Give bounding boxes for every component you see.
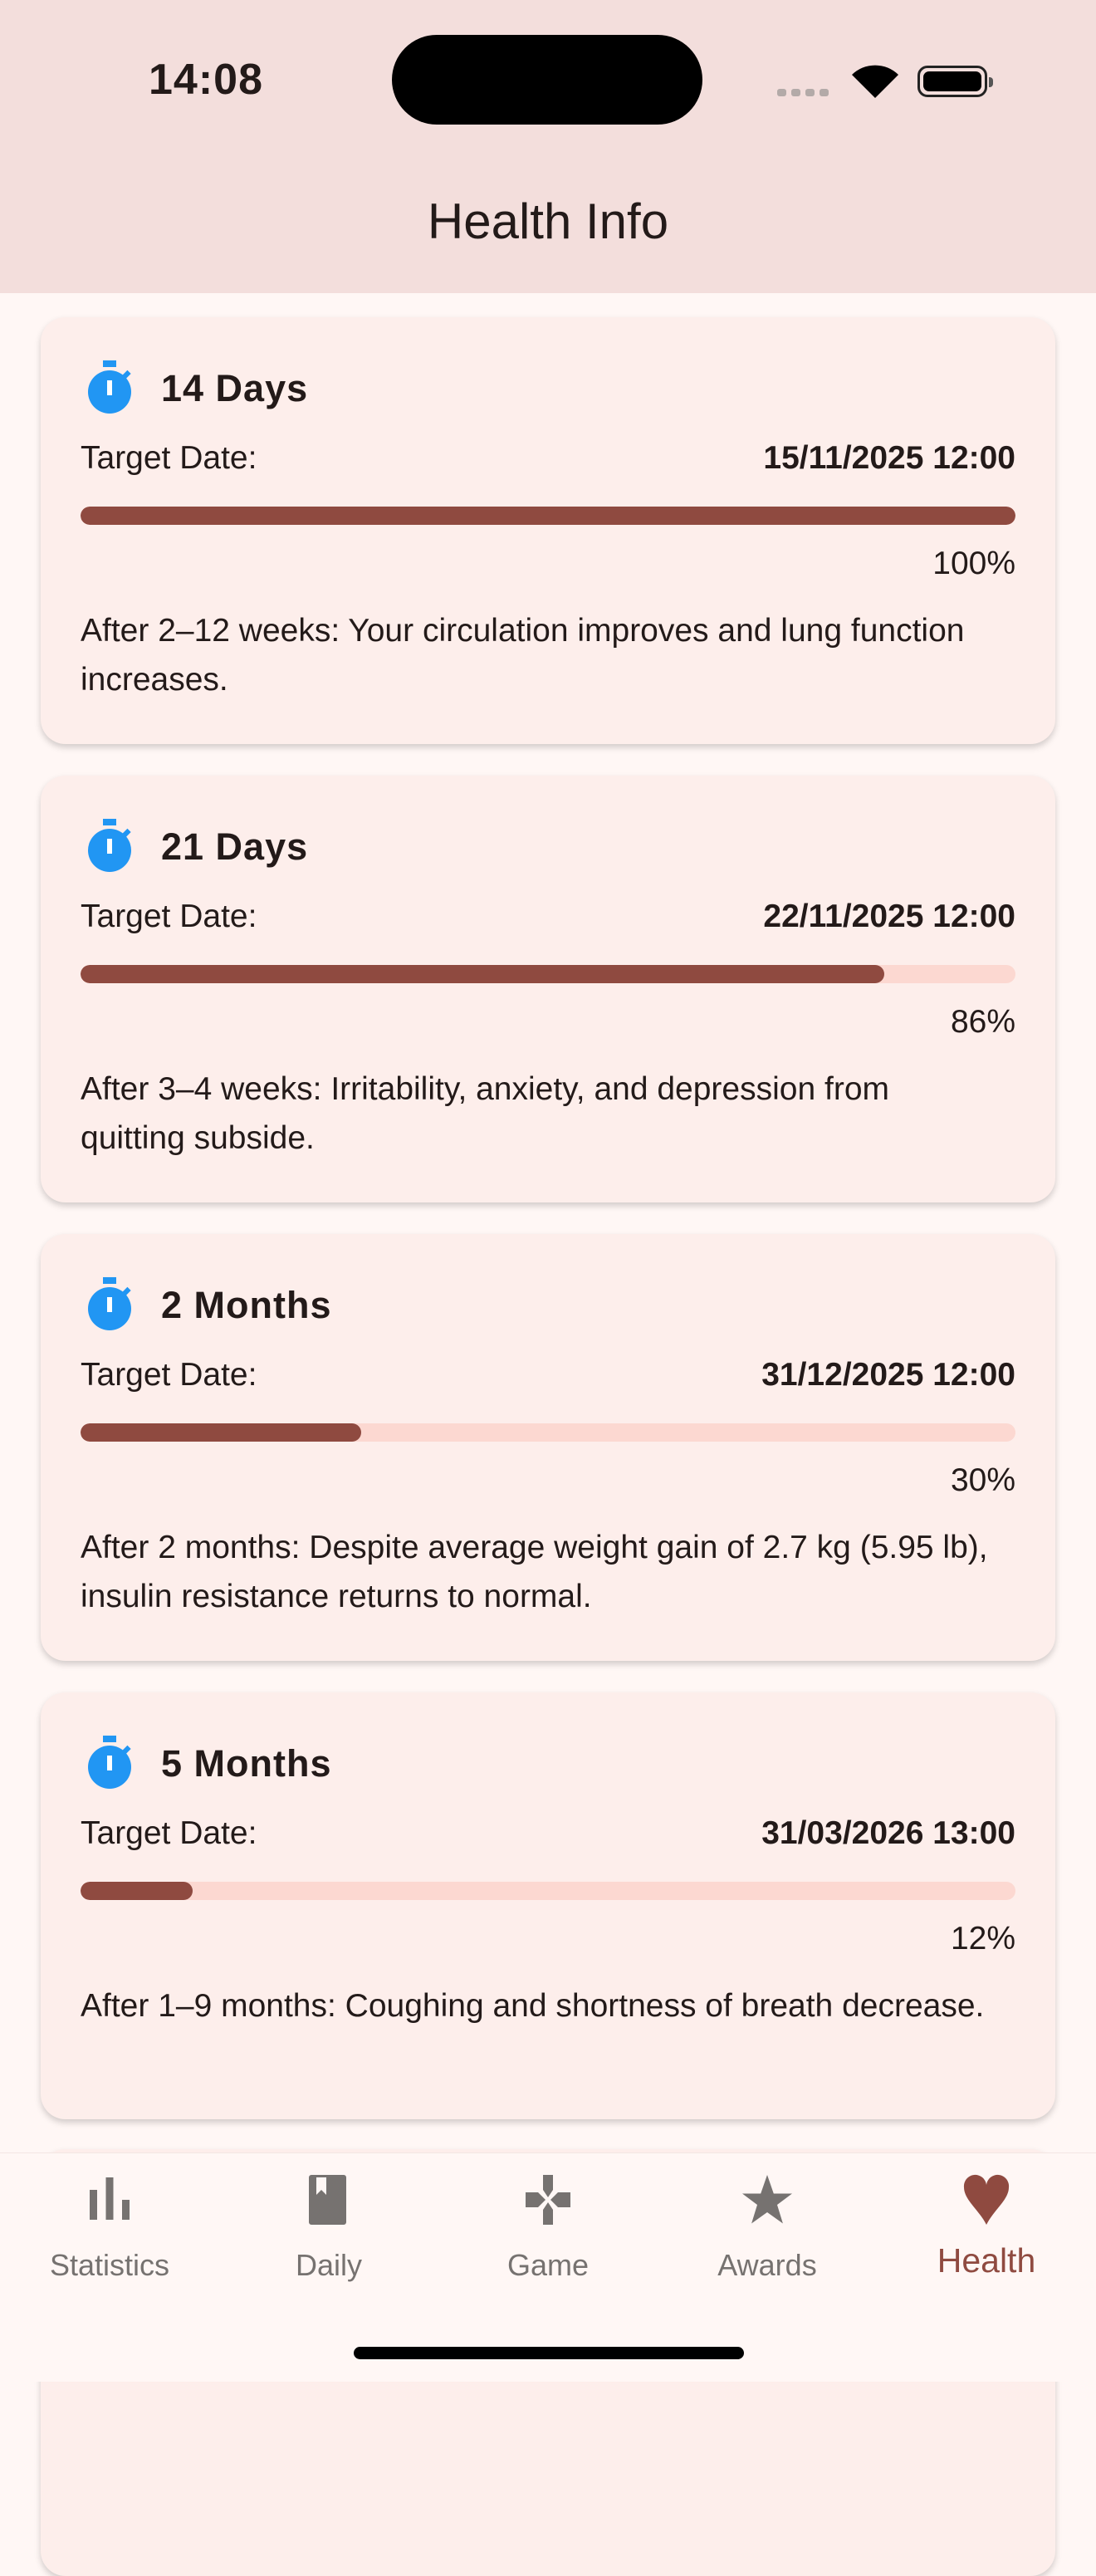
target-date-row: Target Date: 22/11/2025 12:00 — [81, 899, 1015, 935]
nav-statistics[interactable]: Statistics — [0, 2170, 219, 2283]
card-title: 5 Months — [161, 1742, 332, 1785]
wifi-icon — [852, 65, 898, 98]
nav-label: Statistics — [49, 2248, 170, 2282]
progress-fill — [81, 507, 1015, 525]
target-date-label: Target Date: — [81, 899, 257, 934]
milestone-description: After 2–12 weeks: Your circulation impro… — [81, 613, 965, 698]
card-title: 14 Days — [161, 367, 309, 409]
progress-fill — [81, 1882, 193, 1900]
target-date-value: 31/03/2026 13:00 — [761, 1815, 1015, 1851]
book-icon — [309, 2175, 346, 2225]
page-title: Health Info — [427, 193, 669, 249]
target-date-row: Target Date: 15/11/2025 12:00 — [81, 440, 1015, 477]
nav-awards[interactable]: Awards — [658, 2170, 877, 2283]
card-header: 5 Months — [86, 1736, 332, 1792]
status-time: 14:08 — [149, 56, 263, 104]
milestone-description: After 1–9 months: Coughing and shortness… — [81, 1988, 985, 2024]
milestone-card: 21 Days Target Date: 22/11/2025 12:00 86… — [41, 776, 1055, 1202]
target-date-row: Target Date: 31/03/2026 13:00 — [81, 1815, 1015, 1852]
bottom-navigation: Statistics Daily Game Awards Health — [0, 2152, 1096, 2382]
gamepad-icon — [526, 2175, 570, 2225]
target-date-row: Target Date: 31/12/2025 12:00 — [81, 1357, 1015, 1393]
milestone-card: 14 Days Target Date: 15/11/2025 12:00 10… — [41, 317, 1055, 744]
progress-bar — [81, 1423, 1015, 1442]
cellular-signal-icon — [777, 89, 829, 96]
star-icon — [742, 2175, 792, 2224]
card-title: 2 Months — [161, 1284, 332, 1326]
nav-health[interactable]: Health — [877, 2170, 1096, 2280]
stopwatch-icon — [88, 1736, 131, 1789]
dynamic-island — [392, 35, 702, 125]
stopwatch-icon — [88, 1277, 131, 1330]
progress-bar — [81, 1882, 1015, 1900]
card-header: 2 Months — [86, 1277, 332, 1334]
target-date-label: Target Date: — [81, 440, 257, 476]
target-date-label: Target Date: — [81, 1357, 257, 1393]
target-date-value: 22/11/2025 12:00 — [763, 899, 1015, 934]
milestone-card: 2 Months Target Date: 31/12/2025 12:00 3… — [41, 1234, 1055, 1661]
milestone-description: After 2 months: Despite average weight g… — [81, 1530, 988, 1614]
milestone-card: 5 Months Target Date: 31/03/2026 13:00 1… — [41, 1692, 1055, 2119]
nav-label: Game — [506, 2248, 590, 2282]
progress-percent: 100% — [932, 546, 1015, 581]
heart-icon — [963, 2174, 1010, 2225]
milestone-description: After 3–4 weeks: Irritability, anxiety, … — [81, 1071, 889, 1156]
target-date-value: 31/12/2025 12:00 — [761, 1357, 1015, 1393]
card-header: 14 Days — [86, 360, 308, 417]
home-indicator[interactable] — [354, 2347, 744, 2359]
progress-percent: 30% — [950, 1462, 1015, 1498]
bar-chart-icon — [90, 2177, 130, 2220]
battery-icon — [917, 66, 993, 97]
stopwatch-icon — [88, 819, 131, 872]
card-title: 21 Days — [161, 825, 309, 868]
progress-percent: 86% — [950, 1004, 1015, 1040]
nav-label: Daily — [295, 2248, 362, 2282]
target-date-value: 15/11/2025 12:00 — [763, 440, 1015, 476]
nav-game[interactable]: Game — [438, 2170, 658, 2283]
nav-label: Health — [937, 2241, 1036, 2280]
nav-label: Awards — [717, 2248, 817, 2282]
progress-bar — [81, 965, 1015, 983]
progress-fill — [81, 1423, 361, 1442]
stopwatch-icon — [88, 360, 131, 414]
target-date-label: Target Date: — [81, 1815, 257, 1851]
nav-daily[interactable]: Daily — [219, 2170, 438, 2283]
progress-fill — [81, 965, 885, 983]
app-header: 14:08 Health Info — [0, 0, 1096, 293]
card-header: 21 Days — [86, 819, 308, 875]
progress-percent: 12% — [950, 1921, 1015, 1956]
progress-bar — [81, 507, 1015, 525]
